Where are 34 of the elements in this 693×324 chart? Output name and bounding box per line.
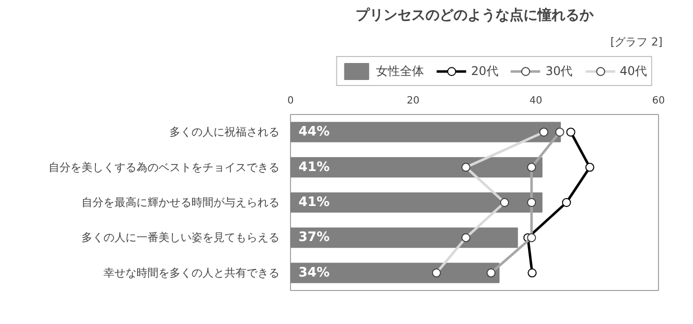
chart-title: プリンセスのどのような点に憧れるか [356, 6, 594, 24]
point [461, 233, 470, 242]
bar [290, 262, 500, 284]
legend-label: 40代 [620, 62, 647, 80]
bar [290, 122, 561, 142]
x-tick-label: 20 [406, 96, 420, 106]
point [432, 268, 441, 278]
legend-label: 20代 [471, 62, 498, 80]
y-tick-label: 幸せな時間を多くの人と共有できる [104, 266, 280, 280]
legend-label: 女性全体 [376, 62, 424, 80]
point [461, 162, 470, 172]
point [500, 198, 510, 207]
point [566, 128, 576, 137]
point [562, 198, 571, 207]
data-label: 34% [298, 265, 330, 280]
data-label: 41% [298, 160, 330, 175]
legend-label: 30代 [545, 62, 573, 80]
bar [290, 228, 518, 248]
x-tick-label: 60 [652, 96, 665, 106]
data-label: 44% [298, 124, 330, 140]
point [528, 268, 537, 278]
data-label: 37% [298, 230, 330, 246]
bar [290, 192, 542, 213]
y-tick-label: 多くの人に一番美しい姿を見てもらえる [82, 231, 280, 244]
point [539, 128, 548, 137]
y-tick-label: 自分を最高に輝かせる時間が与えられる [82, 196, 280, 209]
x-tick-label: 40 [529, 96, 542, 106]
y-tick-label: 多くの人に祝福される [170, 126, 280, 139]
text: [グラフ 2] [610, 36, 662, 48]
point [585, 162, 594, 172]
y-tick-label: 自分を美しくする為のベストをチョイスできる [48, 160, 280, 174]
x-tick-label: 0 [287, 96, 294, 106]
bar [290, 157, 542, 178]
data-label: 41% [298, 195, 330, 210]
